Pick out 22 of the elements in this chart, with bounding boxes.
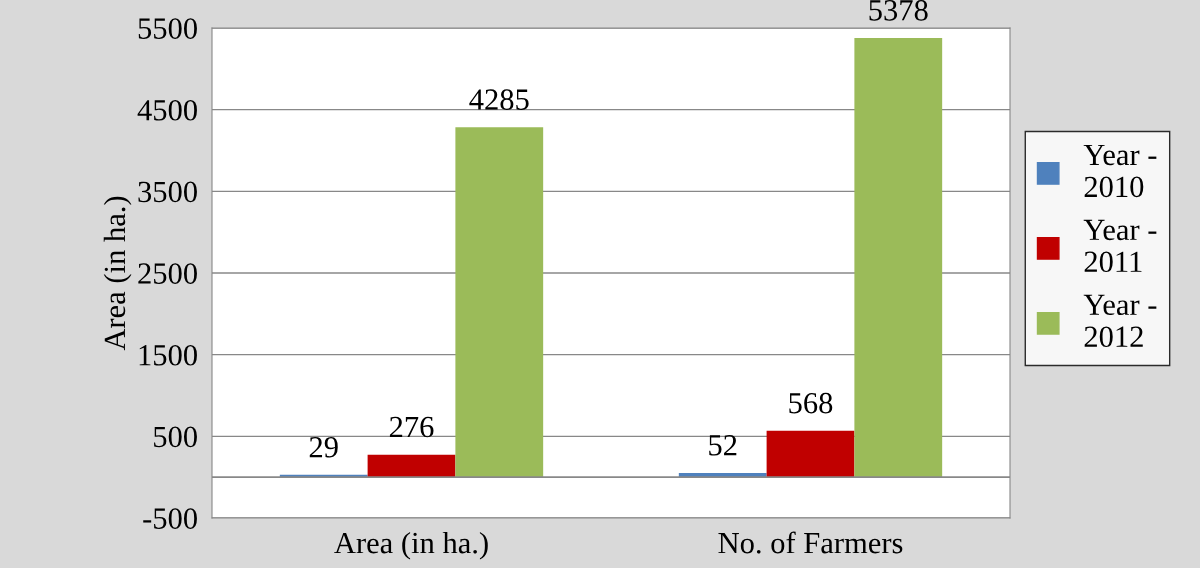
bar [854, 37, 943, 478]
y-tick-label: -500 [143, 508, 197, 529]
y-tick-label: 4500 [137, 99, 197, 121]
bar [455, 127, 544, 478]
x-tick-label: No. of Farmers [718, 531, 903, 554]
bar [766, 430, 855, 478]
legend-label: Year - 2011 [1083, 219, 1157, 273]
data-label: 276 [389, 416, 434, 438]
y-tick-label: 3500 [138, 181, 197, 203]
bar [367, 454, 456, 478]
data-label: 5378 [869, 0, 928, 21]
data-label: 4285 [469, 89, 529, 110]
y-tick-label: 1500 [139, 344, 197, 366]
data-label: 52 [709, 435, 737, 456]
legend-label: Year - 2010 [1083, 144, 1157, 198]
data-label: 568 [789, 392, 833, 414]
y-tick-label: 500 [154, 426, 197, 448]
y-tick-label: 2500 [138, 263, 197, 284]
legend-label: Year - 2012 [1083, 294, 1157, 348]
y-axis-title: Area (in ha.) [103, 196, 132, 351]
y-tick-label: 5500 [138, 18, 197, 39]
data-label: 29 [309, 436, 338, 458]
